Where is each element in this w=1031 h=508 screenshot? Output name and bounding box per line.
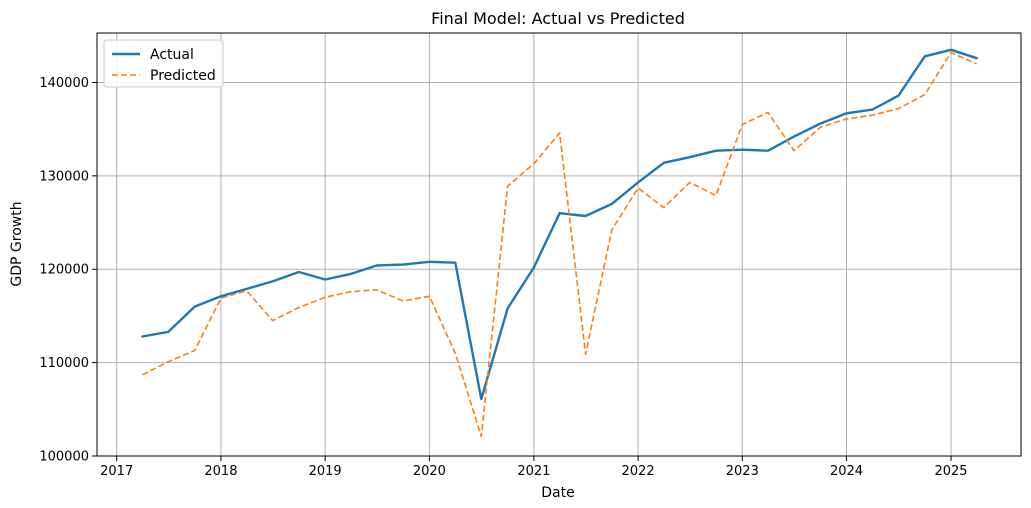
x-tick-label: 2018 xyxy=(204,464,237,479)
x-tick-label: 2022 xyxy=(622,464,655,479)
legend: Actual Predicted xyxy=(103,39,224,88)
x-axis-label: Date xyxy=(541,485,574,501)
y-axis: 100000 110000 120000 130000 140000 xyxy=(39,76,97,465)
y-tick-label: 120000 xyxy=(39,263,89,278)
y-tick-label: 130000 xyxy=(39,169,89,184)
x-tick-label: 2019 xyxy=(309,464,342,479)
x-tick-label: 2020 xyxy=(413,464,446,479)
legend-label-predicted: Predicted xyxy=(150,68,216,84)
x-axis: 2017 2018 2019 2020 2021 2022 2023 2024 2025 xyxy=(100,456,968,479)
x-tick-label: 2021 xyxy=(517,464,550,479)
y-tick-label: 110000 xyxy=(39,356,89,371)
plot-frame xyxy=(96,32,1022,457)
x-tick-label: 2025 xyxy=(934,464,967,479)
y-tick-label: 140000 xyxy=(39,76,89,91)
series-line-predicted xyxy=(142,51,978,438)
y-tick-label: 100000 xyxy=(39,450,89,465)
x-tick-label: 2024 xyxy=(830,464,863,479)
chart-title: Final Model: Actual vs Predicted xyxy=(431,9,685,28)
y-axis-label: GDP Growth xyxy=(9,201,25,286)
x-tick-label: 2017 xyxy=(100,464,133,479)
series-layer xyxy=(141,48,978,438)
x-tick-label: 2023 xyxy=(726,464,759,479)
grid xyxy=(97,33,1021,457)
series-line-actual xyxy=(141,48,978,401)
legend-label-actual: Actual xyxy=(150,47,194,63)
